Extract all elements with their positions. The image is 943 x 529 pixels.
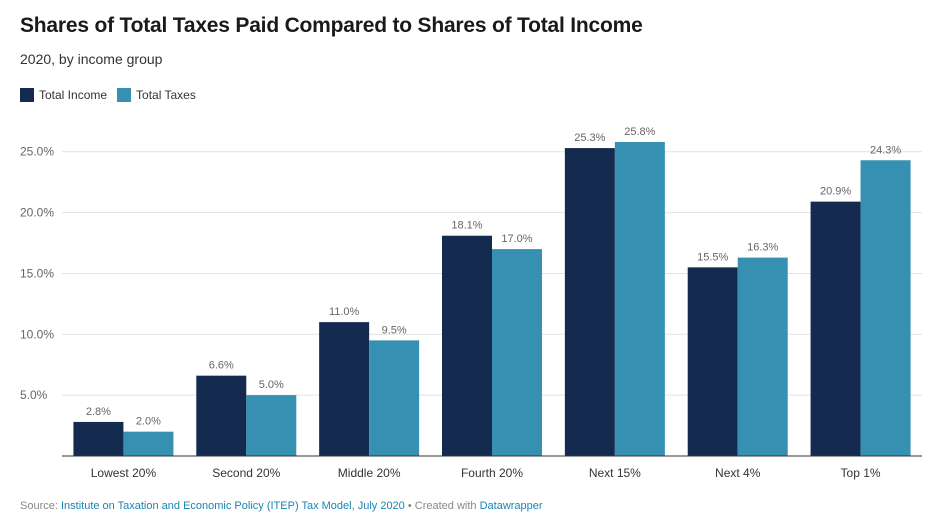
legend-item-taxes: Total Taxes bbox=[117, 88, 196, 102]
legend-label-income: Total Income bbox=[39, 88, 108, 102]
bar-total-taxes bbox=[123, 431, 174, 456]
data-label: 11.0% bbox=[329, 306, 360, 318]
bar-total-taxes bbox=[614, 142, 665, 456]
x-tick-label: Top 1% bbox=[841, 466, 881, 480]
data-label: 2.8% bbox=[86, 406, 111, 418]
data-label: 25.8% bbox=[624, 126, 655, 138]
legend-label-taxes: Total Taxes bbox=[136, 88, 196, 102]
source-link[interactable]: Institute on Taxation and Economic Polic… bbox=[60, 500, 405, 512]
bar-total-income bbox=[319, 322, 370, 456]
data-label: 17.0% bbox=[501, 233, 532, 245]
bar-total-income bbox=[196, 375, 247, 456]
x-tick-label: Fourth 20% bbox=[461, 466, 523, 480]
y-tick-label: 10.0% bbox=[20, 327, 54, 341]
data-label: 16.3% bbox=[747, 242, 778, 254]
bar-total-income bbox=[564, 148, 615, 456]
data-label: 9.5% bbox=[382, 324, 407, 336]
legend-item-income: Total Income bbox=[20, 88, 107, 102]
bar-total-taxes bbox=[246, 395, 297, 456]
x-tick-label: Next 4% bbox=[715, 466, 761, 480]
data-label: 6.6% bbox=[209, 360, 234, 372]
source-label: Source: bbox=[20, 500, 61, 512]
legend-swatch-taxes bbox=[117, 88, 132, 102]
datawrapper-link[interactable]: Datawrapper bbox=[479, 500, 543, 512]
x-tick-label: Second 20% bbox=[212, 466, 280, 480]
data-label: 25.3% bbox=[574, 132, 605, 144]
data-label: 20.9% bbox=[820, 186, 851, 198]
data-label: 18.1% bbox=[451, 220, 482, 232]
x-tick-label: Middle 20% bbox=[338, 466, 401, 480]
x-tick-label: Next 15% bbox=[589, 466, 641, 480]
chart-subtitle: 2020, by income group bbox=[20, 51, 163, 67]
bar-total-taxes bbox=[492, 249, 542, 456]
y-tick-label: 5.0% bbox=[20, 388, 48, 402]
bar-total-taxes bbox=[369, 340, 420, 456]
bar-total-taxes bbox=[737, 257, 788, 456]
bar-total-income bbox=[442, 235, 492, 456]
bar-total-income bbox=[73, 421, 124, 456]
footer: Source: Institute on Taxation and Econom… bbox=[20, 500, 543, 512]
data-label: 15.5% bbox=[697, 251, 728, 263]
bar-total-taxes bbox=[860, 160, 911, 457]
y-tick-label: 15.0% bbox=[20, 266, 54, 280]
bar-total-income bbox=[810, 201, 861, 456]
data-label: 5.0% bbox=[259, 379, 284, 391]
y-tick-label: 25.0% bbox=[20, 145, 54, 159]
chart-title: Shares of Total Taxes Paid Compared to S… bbox=[20, 14, 643, 37]
legend-swatch-income bbox=[20, 88, 34, 102]
data-label: 24.3% bbox=[870, 144, 901, 156]
y-tick-label: 20.0% bbox=[20, 206, 54, 220]
legend: Total Income Total Taxes bbox=[20, 88, 206, 102]
bar-total-income bbox=[687, 267, 738, 456]
created-label: • Created with bbox=[404, 500, 480, 512]
data-label: 2.0% bbox=[136, 416, 161, 428]
x-tick-label: Lowest 20% bbox=[91, 466, 157, 480]
